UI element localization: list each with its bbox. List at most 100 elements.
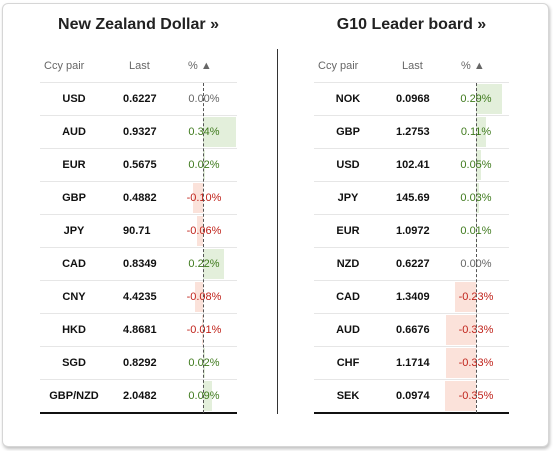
last-price: 90.71 [123,225,151,237]
percent-change: -0.23% [458,291,494,303]
last-price: 1.2753 [396,126,430,138]
table-row[interactable]: AUD 0.6676 -0.33% [314,314,509,347]
currency-pair[interactable]: CAD [62,258,86,270]
percent-change: -0.10% [186,192,222,204]
header-pct-sort[interactable]: % ▲ [461,60,485,72]
currency-pair[interactable]: AUD [336,324,360,336]
currency-pair[interactable]: HKD [62,324,86,336]
last-price: 0.6227 [123,93,157,105]
table-row[interactable]: HKD 4.8681 -0.01% [40,314,237,347]
percent-change: 0.01% [460,225,492,237]
percent-change: 0.02% [188,159,220,171]
change-bar [203,381,212,411]
table-row[interactable]: EUR 0.5675 0.02% [40,149,237,182]
table-row[interactable]: CHF 1.1714 -0.33% [314,347,509,380]
currency-pair[interactable]: CHF [336,357,360,369]
last-price: 1.3409 [396,291,430,303]
table-row[interactable]: SGD 0.8292 0.02% [40,347,237,380]
currency-pair[interactable]: EUR [62,159,86,171]
percent-change: -0.33% [458,357,494,369]
table-row[interactable]: EUR 1.0972 0.01% [314,215,509,248]
currency-pair[interactable]: GBP [62,192,86,204]
currency-pair[interactable]: CAD [336,291,360,303]
table-row[interactable]: USD 102.41 0.05% [314,149,509,182]
change-bar [444,381,476,411]
percent-change: 0.02% [188,357,220,369]
table-row[interactable]: GBP 1.2753 0.11% [314,116,509,149]
header-last[interactable]: Last [129,60,150,72]
last-price: 4.8681 [123,324,157,336]
currency-pair[interactable]: USD [62,93,86,105]
change-bar [195,282,203,312]
table-row[interactable]: JPY 145.69 0.03% [314,182,509,215]
last-price: 0.9327 [123,126,157,138]
currency-pair[interactable]: GBP/NZD [49,390,99,402]
last-price: 102.41 [396,159,430,171]
currency-pair[interactable]: GBP [336,126,360,138]
percent-change: 0.05% [460,159,492,171]
panel-divider [277,49,278,414]
currency-pair[interactable]: JPY [337,192,359,204]
table-row[interactable]: SEK 0.0974 -0.35% [314,380,509,414]
last-price: 0.4882 [123,192,157,204]
currency-pair[interactable]: NOK [335,93,361,105]
change-bar [193,183,203,213]
header-last[interactable]: Last [402,60,423,72]
last-price: 0.6227 [396,258,430,270]
zero-line [203,83,204,413]
table-row[interactable]: GBP/NZD 2.0482 0.09% [40,380,237,414]
currency-pair[interactable]: SEK [336,390,360,402]
change-bar [202,315,203,345]
last-price: 0.8292 [123,357,157,369]
percent-change: 0.22% [188,258,220,270]
last-price: 0.5675 [123,159,157,171]
last-price: 0.0968 [396,93,430,105]
g10-panel-title-link[interactable]: G10 Leader board » [336,16,487,33]
currency-pair[interactable]: AUD [62,126,86,138]
table-row[interactable]: JPY 90.71 -0.06% [40,215,237,248]
change-bar [203,249,225,279]
table-row[interactable]: USD 0.6227 0.00% [40,83,237,116]
percent-change: 0.00% [188,93,220,105]
change-bar [197,216,203,246]
percent-change: -0.01% [186,324,222,336]
currency-pair[interactable]: SGD [62,357,86,369]
percent-change: 0.03% [460,192,492,204]
header-pct-sort[interactable]: % ▲ [188,60,212,72]
table-row[interactable]: GBP 0.4882 -0.10% [40,182,237,215]
change-bar [455,282,476,312]
percent-change: 0.34% [188,126,220,138]
table-header: Ccy pair Last % ▲ [40,60,237,83]
currency-pair[interactable]: EUR [336,225,360,237]
currency-pair[interactable]: CNY [62,291,86,303]
last-price: 4.4235 [123,291,157,303]
table-row[interactable]: AUD 0.9327 0.34% [40,116,237,149]
header-ccy-pair[interactable]: Ccy pair [318,60,359,72]
nzd-panel-title-link[interactable]: New Zealand Dollar » [58,16,219,33]
last-price: 0.8349 [123,258,157,270]
percent-change: 0.29% [460,93,492,105]
table-row[interactable]: CAD 0.8349 0.22% [40,248,237,281]
change-bar [203,117,236,147]
percent-change: -0.35% [458,390,494,402]
table-row[interactable]: CNY 4.4235 -0.08% [40,281,237,314]
percent-change: -0.08% [186,291,222,303]
change-bar [476,84,503,114]
table-row[interactable]: CAD 1.3409 -0.23% [314,281,509,314]
currency-pair[interactable]: NZD [336,258,360,270]
last-price: 145.69 [396,192,430,204]
zero-line [476,83,477,413]
currency-pair[interactable]: USD [336,159,360,171]
last-price: 1.0972 [396,225,430,237]
change-bar [446,315,476,345]
change-bar [476,150,481,180]
percent-change: -0.33% [458,324,494,336]
table-row[interactable]: NZD 0.6227 0.00% [314,248,509,281]
nzd-rows: USD 0.6227 0.00% AUD 0.9327 0.34% EUR 0.5675 0.0… [40,83,237,414]
currency-pair[interactable]: JPY [63,225,85,237]
header-ccy-pair[interactable]: Ccy pair [44,60,85,72]
table-header: Ccy pair Last % ▲ [314,60,509,83]
table-row[interactable]: NOK 0.0968 0.29% [314,83,509,116]
last-price: 2.0482 [123,390,157,402]
change-bar [446,348,476,378]
